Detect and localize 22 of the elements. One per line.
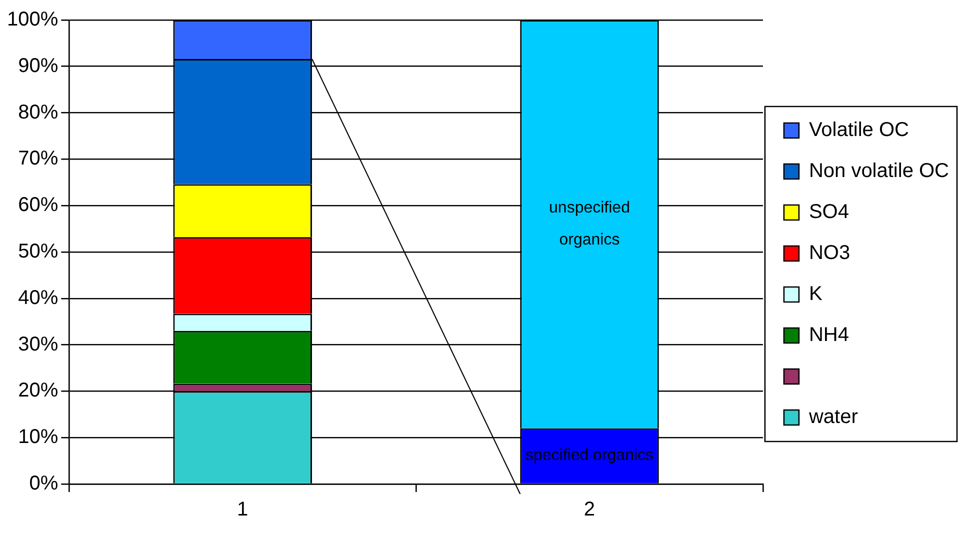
y-tick-label: 60% <box>18 194 58 216</box>
y-tick-label: 0% <box>29 472 58 495</box>
y-tick-label: 90% <box>18 54 58 77</box>
x-tick-label: 1 <box>237 498 248 521</box>
legend-label: Volatile OC <box>808 119 910 142</box>
series-label: unspecified organics <box>549 200 630 249</box>
y-tick-label: 100% <box>6 8 58 31</box>
y-tick-label: 10% <box>18 426 58 448</box>
legend-label: NO3 <box>808 242 850 264</box>
legend-label: SO4 <box>808 201 849 224</box>
y-tick-label: 40% <box>18 286 58 309</box>
legend-label: Non volatile OC <box>808 160 950 182</box>
legend-label: water <box>808 406 858 428</box>
legend-label: K <box>808 283 823 306</box>
y-tick-label: 80% <box>18 101 58 124</box>
y-tick-label: 30% <box>18 333 58 356</box>
x-tick-label: 2 <box>584 498 596 521</box>
y-tick-label: 70% <box>18 148 58 170</box>
y-tick-label: 20% <box>18 380 58 402</box>
series-label: specified organics <box>525 447 654 464</box>
y-tick-label: 50% <box>18 240 58 263</box>
legend-label: NH4 <box>808 324 849 346</box>
